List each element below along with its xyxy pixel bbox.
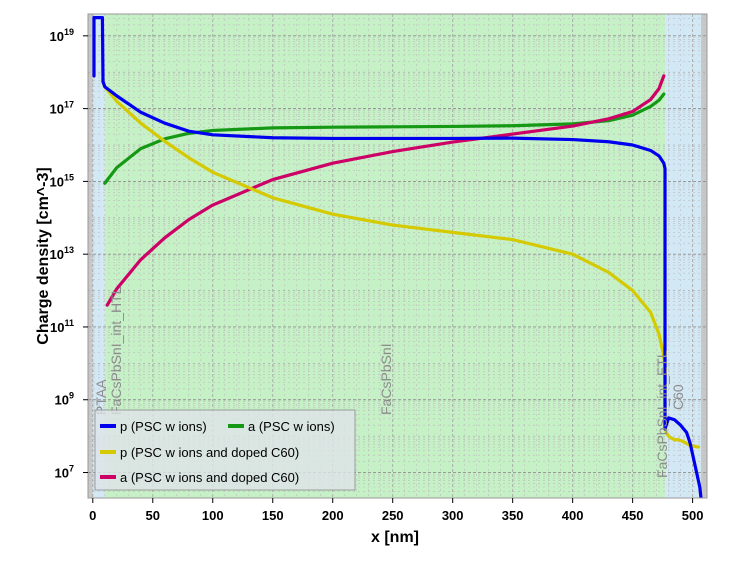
outside-region-left [88,14,93,498]
series-line [100,79,701,449]
y-tick-label: 107 [55,464,74,481]
legend-label: a (PSC w ions and doped C60) [120,470,299,485]
x-tick-label: 50 [146,508,160,523]
plot-frame [87,13,708,499]
y-tick-label: 1015 [50,172,74,189]
legend-label: p (PSC w ions and doped C60) [120,445,299,460]
series-line [103,92,666,185]
y-tick-label: 109 [55,391,74,408]
x-tick-label: 250 [382,508,404,523]
x-tick-label: 400 [562,508,584,523]
y-axis-title: Charge density [cm^-3] [35,167,52,344]
y-tick-label: 1011 [50,318,74,335]
region-label: FaCsPbSnI [378,343,394,415]
y-tick-label: 1019 [50,27,74,44]
region-label: C60 [670,384,686,410]
region-band [92,14,103,498]
region-label: FaCsPbSnI_int_ETL [654,350,670,478]
legend: p (PSC w ions) a (PSC w ions) p (PSC w ion… [94,409,356,491]
x-tick-label: 300 [442,508,464,523]
region-label: PTAA [93,379,109,415]
x-tick-label: 450 [622,508,644,523]
x-tick-label: 200 [322,508,344,523]
x-tick-label: 500 [682,508,704,523]
series-line [92,16,703,498]
x-tick-label: 100 [202,508,224,523]
x-axis-title: x [nm] [371,529,419,546]
y-tick-label: 1017 [50,100,74,117]
legend-box [94,409,356,491]
region-label: FaCsPbSnI_int_HTL [108,286,124,415]
y-tick-label: 1013 [50,245,74,262]
x-tick-label: 0 [89,508,96,523]
x-tick-label: 350 [502,508,524,523]
x-tick-label: 150 [262,508,284,523]
legend-label: a (PSC w ions) [248,419,335,434]
legend-label: p (PSC w ions) [120,419,207,434]
series-line [105,74,666,307]
